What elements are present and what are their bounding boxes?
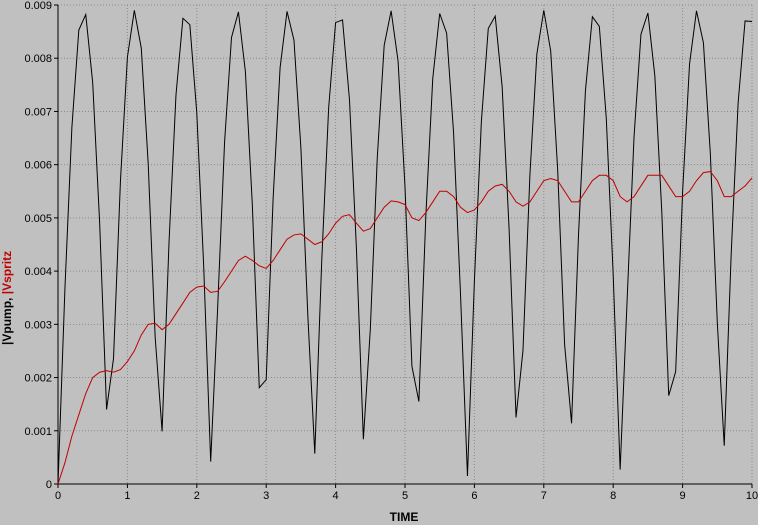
- y-tick-label: 0.002: [24, 373, 52, 385]
- y-tick-label: 0.007: [24, 106, 52, 118]
- series-line: [57, 171, 753, 485]
- series-line: [57, 10, 753, 485]
- y-tick-label: 0.004: [24, 266, 52, 278]
- x-tick-label: 6: [471, 490, 477, 502]
- y-tick-label: 0.008: [24, 53, 52, 65]
- y-label-separator: ,: [0, 298, 14, 301]
- x-tick-label: 3: [263, 490, 269, 502]
- x-tick-label: 4: [333, 490, 339, 502]
- y-tick-label: 0.005: [24, 213, 52, 225]
- x-tick-label: 5: [402, 490, 408, 502]
- x-tick-label: 1: [124, 490, 130, 502]
- y-tick-label: 0.001: [24, 426, 52, 438]
- y-axis-label: |Vpump, |Vspritz: [0, 251, 14, 345]
- x-axis-label: TIME: [390, 510, 419, 524]
- y-tick-label: 0.009: [24, 0, 52, 12]
- x-tick-label: 0: [55, 490, 61, 502]
- y-tick-label: 0: [46, 479, 52, 491]
- x-tick-label: 2: [194, 490, 200, 502]
- x-tick-label: 9: [680, 490, 686, 502]
- x-tick-label: 10: [746, 490, 758, 502]
- y-tick-label: 0.006: [24, 160, 52, 172]
- y-tick-label: 0.003: [24, 319, 52, 331]
- x-tick-label: 7: [541, 490, 547, 502]
- y-label-series: |Vpump: [0, 301, 14, 345]
- y-label-series: |Vspritz: [0, 251, 14, 294]
- x-tick-label: 8: [610, 490, 616, 502]
